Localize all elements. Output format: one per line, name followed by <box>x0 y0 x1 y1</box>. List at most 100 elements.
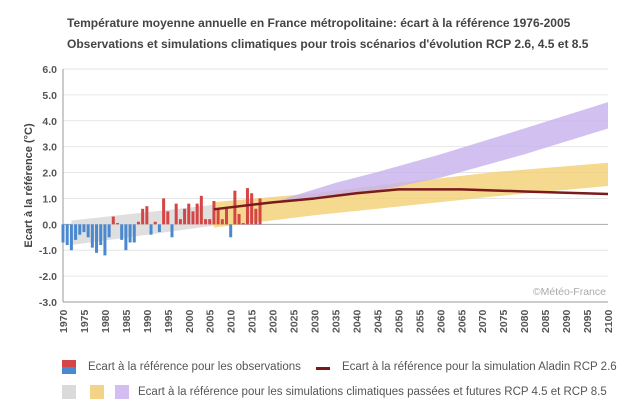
observation-bar <box>157 224 161 233</box>
legend-line-sample <box>316 367 330 370</box>
y-tick-label: -2.0 <box>39 271 57 283</box>
observation-bar <box>128 224 132 243</box>
chart-subtitle: Observations et simulations climatiques … <box>67 37 589 51</box>
y-tick-label: -3.0 <box>39 297 57 309</box>
x-tick-label: 2000 <box>184 309 196 333</box>
observation-bar <box>162 198 166 225</box>
observation-bar <box>199 195 203 225</box>
observation-bar <box>220 219 224 225</box>
y-tick-label: 1.0 <box>42 193 57 205</box>
observation-bar <box>95 224 99 253</box>
observation-bar <box>90 224 94 248</box>
observation-bar <box>174 203 178 225</box>
observation-bar <box>116 223 119 225</box>
legend-simulations: Ecart à la référence pour les simulation… <box>138 386 607 398</box>
y-tick-label: 2.0 <box>42 168 57 180</box>
observation-bar <box>216 208 220 225</box>
x-tick-label: 2025 <box>289 309 301 333</box>
observation-bar <box>170 224 174 238</box>
observation-bar <box>65 224 69 246</box>
band-rcp45 <box>213 162 608 228</box>
observation-bar <box>212 201 216 225</box>
observation-bar <box>153 221 157 225</box>
legend-observations: Ecart à la référence pour les observatio… <box>88 361 301 373</box>
legend-swatch-negative <box>62 367 76 374</box>
observation-bar <box>141 208 145 225</box>
legend-swatch-rcp45 <box>90 385 104 399</box>
x-tick-label: 2040 <box>351 309 363 333</box>
x-tick-label: 2020 <box>268 309 280 333</box>
legend-swatch-positive <box>62 360 76 367</box>
x-tick-label: 1975 <box>79 309 91 333</box>
x-tick-label: 2030 <box>310 309 322 333</box>
observation-bar <box>254 208 258 225</box>
x-tick-label: 1990 <box>142 309 154 333</box>
y-tick-label: 3.0 <box>42 142 57 154</box>
observation-bar <box>187 203 191 225</box>
x-tick-label: 2060 <box>435 309 447 333</box>
observation-bar <box>250 193 254 225</box>
y-axis-label: Ecart à la référence (°C) <box>23 123 35 248</box>
x-tick-label: 1985 <box>121 309 133 333</box>
watermark: ©Météo-France <box>533 286 606 298</box>
observation-bar <box>258 198 262 225</box>
x-tick-label: 2090 <box>561 309 573 333</box>
y-tick-label: 5.0 <box>42 90 57 102</box>
observation-bar <box>132 224 136 243</box>
observation-bar <box>149 224 153 235</box>
y-tick-label: -1.0 <box>39 245 57 257</box>
x-tick-label: 2015 <box>247 309 259 333</box>
observation-bar <box>191 211 195 225</box>
observation-bar <box>61 224 65 243</box>
chart-title: Température moyenne annuelle en France m… <box>67 16 571 30</box>
observation-bar <box>229 224 233 238</box>
x-tick-label: 2035 <box>331 309 343 333</box>
observation-bar <box>204 219 208 225</box>
x-tick-label: 2050 <box>393 309 405 333</box>
observation-bar <box>103 224 107 256</box>
x-tick-label: 2005 <box>205 309 217 333</box>
legend-aladin: Ecart à la référence pour la simulation … <box>342 361 617 373</box>
y-tick-label: 6.0 <box>42 64 57 76</box>
observation-bar <box>208 219 212 225</box>
observation-bar <box>120 224 124 240</box>
x-tick-label: 2095 <box>582 309 594 333</box>
aladin-rcp26-line <box>213 188 609 211</box>
x-tick-label: 2075 <box>498 309 510 333</box>
observation-bar <box>86 224 90 238</box>
x-tick-label: 2085 <box>540 309 552 333</box>
x-tick-label: 2055 <box>414 309 426 333</box>
band-rcp85 <box>281 102 608 203</box>
observation-bar <box>136 221 140 225</box>
observation-bar <box>107 224 111 238</box>
x-tick-label: 2100 <box>603 309 615 333</box>
y-tick-label: 4.0 <box>42 116 57 128</box>
x-tick-label: 1980 <box>100 309 112 333</box>
x-tick-label: 2010 <box>226 309 238 333</box>
x-tick-label: 1995 <box>163 309 175 333</box>
observation-bar <box>99 224 103 246</box>
observation-bar <box>111 216 115 225</box>
observation-bar <box>237 213 241 225</box>
legend-swatch-rcp85 <box>115 385 129 399</box>
x-tick-label: 2045 <box>372 309 384 333</box>
x-tick-label: 1970 <box>58 309 70 333</box>
observation-bar <box>124 224 128 251</box>
x-tick-label: 2070 <box>477 309 489 333</box>
legend-swatch-grey <box>62 385 76 399</box>
observation-bar <box>241 223 245 225</box>
observation-bar <box>195 203 199 225</box>
x-tick-label: 2065 <box>456 309 468 333</box>
observation-bar <box>145 206 149 225</box>
observation-bar <box>178 219 182 225</box>
y-tick-label: 0.0 <box>42 219 57 231</box>
observation-bar <box>78 224 82 235</box>
observation-bar <box>74 224 78 240</box>
band-past <box>71 204 214 246</box>
observation-bar <box>82 224 86 233</box>
x-tick-label: 2080 <box>519 309 531 333</box>
observation-bar <box>69 224 73 251</box>
observation-bar <box>225 208 228 225</box>
observation-bar <box>166 211 170 225</box>
